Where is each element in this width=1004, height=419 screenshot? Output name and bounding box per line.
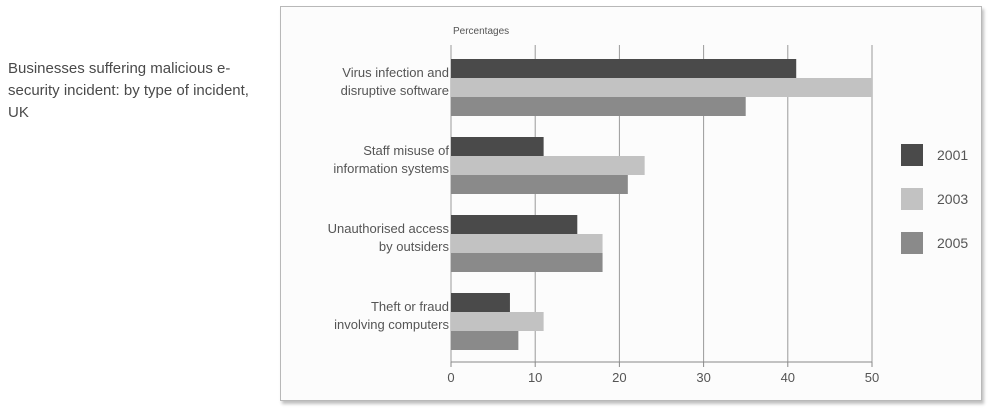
bar-2001-2	[451, 215, 577, 234]
category-label: Unauthorised access by outsiders	[281, 220, 449, 256]
bar-2005-3	[451, 331, 518, 350]
bar-2001-0	[451, 59, 796, 78]
category-label: Virus infection and disruptive software	[281, 64, 449, 100]
category-label-line: involving computers	[281, 316, 449, 334]
legend-label: 2003	[937, 191, 968, 207]
legend-swatch	[901, 188, 923, 210]
axis-title: Percentages	[453, 26, 509, 37]
legend-swatch	[901, 232, 923, 254]
tick-label: 20	[612, 370, 626, 385]
bar-2003-0	[451, 78, 872, 97]
bar-2001-1	[451, 137, 544, 156]
category-label-line: Staff misuse of	[281, 142, 449, 160]
tick-label: 0	[447, 370, 454, 385]
legend-item: 2003	[901, 188, 981, 212]
category-label-line: Virus infection and	[281, 64, 449, 82]
tick-label: 50	[865, 370, 879, 385]
bar-2003-1	[451, 156, 645, 175]
tick-label: 10	[528, 370, 542, 385]
category-label-line: Unauthorised access	[281, 220, 449, 238]
bar-2003-3	[451, 312, 544, 331]
category-label: Theft or fraud involving computers	[281, 298, 449, 334]
chart-caption: Businesses suffering malicious e-securit…	[8, 58, 270, 124]
category-label: Staff misuse of information systems	[281, 142, 449, 178]
chart-frame: Percentages 0 10 20 30 40 50 Virus infection a…	[280, 6, 982, 401]
legend-swatch	[901, 144, 923, 166]
bar-2005-0	[451, 97, 746, 116]
bar-2005-1	[451, 175, 628, 194]
category-label-line: information systems	[281, 160, 449, 178]
tick-label: 30	[696, 370, 710, 385]
category-label-line: Theft or fraud	[281, 298, 449, 316]
legend-item: 2005	[901, 232, 981, 256]
category-label-line: disruptive software	[281, 82, 449, 100]
tick-label: 40	[781, 370, 795, 385]
bar-2005-2	[451, 253, 603, 272]
legend-item: 2001	[901, 144, 981, 168]
bar-2003-2	[451, 234, 603, 253]
bar-2001-3	[451, 293, 510, 312]
legend-label: 2001	[937, 147, 968, 163]
legend-label: 2005	[937, 235, 968, 251]
category-label-line: by outsiders	[281, 238, 449, 256]
